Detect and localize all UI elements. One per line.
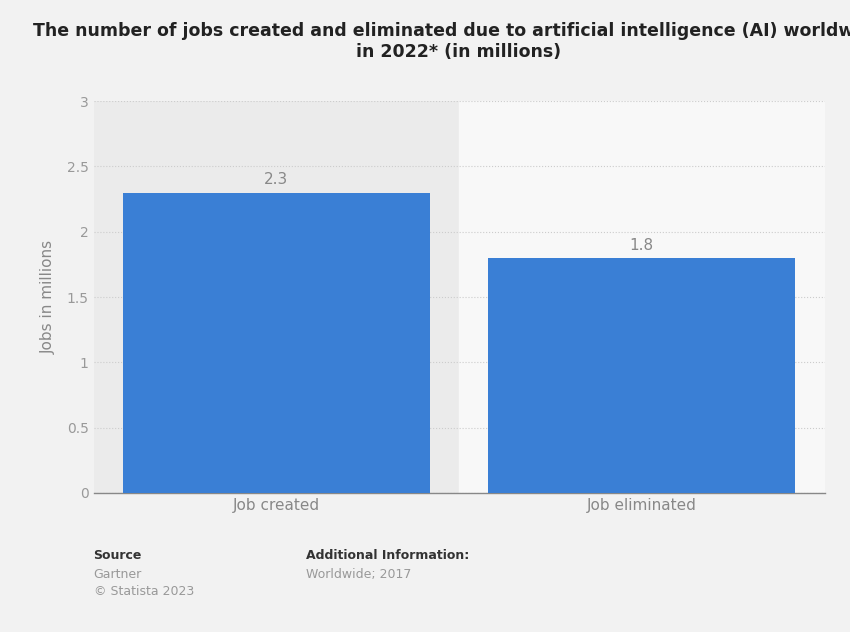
Text: Worldwide; 2017: Worldwide; 2017 xyxy=(306,568,411,581)
Text: 1.8: 1.8 xyxy=(630,238,654,253)
Bar xyxy=(459,101,824,493)
Bar xyxy=(488,258,796,493)
Text: Source: Source xyxy=(94,549,142,562)
Bar xyxy=(122,193,430,493)
Text: Gartner: Gartner xyxy=(94,568,142,581)
Text: The number of jobs created and eliminated due to artificial intelligence (AI) wo: The number of jobs created and eliminate… xyxy=(33,22,850,61)
Y-axis label: Jobs in millions: Jobs in millions xyxy=(41,240,55,354)
Text: 2.3: 2.3 xyxy=(264,173,288,187)
Text: © Statista 2023: © Statista 2023 xyxy=(94,585,194,599)
Text: Additional Information:: Additional Information: xyxy=(306,549,469,562)
